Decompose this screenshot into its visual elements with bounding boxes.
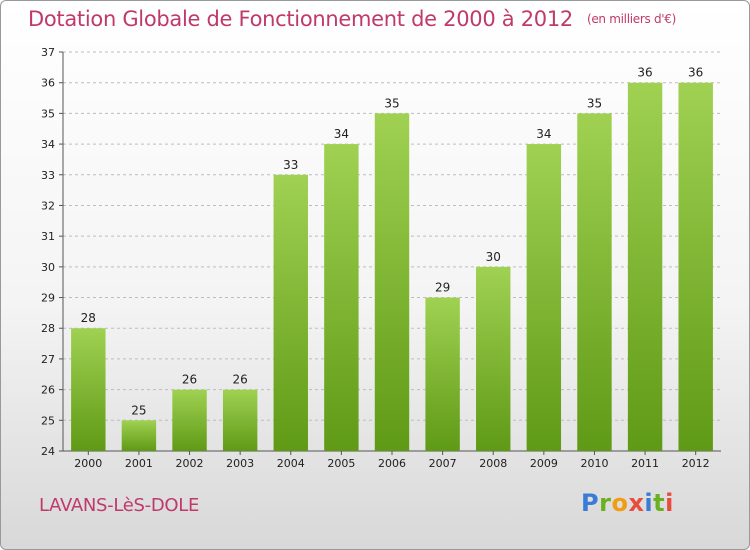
bar	[627, 82, 663, 451]
data-label: 34	[536, 127, 551, 141]
y-tick-label: 33	[41, 169, 55, 182]
chart-title: Dotation Globale de Fonctionnement de 20…	[28, 7, 676, 31]
logo-letter: o	[611, 489, 629, 517]
bar	[273, 174, 308, 451]
data-label: 35	[587, 96, 602, 110]
y-tick-label: 32	[41, 199, 55, 212]
y-tick-label: 24	[41, 445, 55, 458]
data-label: 36	[637, 66, 652, 80]
logo-letter: x	[628, 489, 645, 517]
x-tick-label: 2006	[378, 457, 406, 470]
x-tick-label: 2012	[682, 457, 710, 470]
logo-letter: i	[665, 489, 674, 517]
y-tick-label: 30	[41, 261, 55, 274]
chart-title-text: Dotation Globale de Fonctionnement de 20…	[28, 7, 573, 31]
data-label: 28	[81, 311, 96, 325]
y-tick-label: 26	[41, 384, 55, 397]
x-tick-label: 2005	[327, 457, 355, 470]
data-label: 34	[334, 127, 349, 141]
data-label: 29	[435, 281, 450, 295]
y-tick-label: 28	[41, 322, 55, 335]
bar	[222, 389, 258, 451]
x-tick-label: 2004	[277, 457, 305, 470]
data-label: 33	[283, 158, 298, 172]
bar	[425, 297, 460, 451]
data-label: 30	[486, 250, 501, 264]
bar	[121, 420, 157, 451]
y-tick-label: 27	[41, 353, 55, 366]
x-tick-label: 2001	[125, 457, 153, 470]
data-label: 36	[688, 66, 703, 80]
logo-letter: r	[599, 489, 612, 517]
y-tick-label: 25	[41, 414, 55, 427]
data-label: 25	[131, 403, 146, 417]
logo-letter: i	[644, 489, 654, 517]
bar	[476, 266, 511, 451]
x-tick-label: 2010	[580, 457, 608, 470]
bars	[71, 82, 713, 452]
y-tick-label: 34	[41, 138, 55, 151]
bar	[526, 144, 562, 452]
unit-note: (en milliers d'€)	[586, 12, 676, 26]
x-tick-label: 2011	[631, 457, 659, 470]
bar	[324, 144, 359, 452]
x-tick-label: 2003	[226, 457, 254, 470]
data-label: 35	[384, 96, 399, 110]
bar	[374, 113, 410, 451]
logo-letter: P	[581, 489, 600, 517]
x-tick-label: 2009	[530, 457, 558, 470]
x-tick-label: 2002	[176, 457, 204, 470]
proxiti-logo: Proxiti	[581, 489, 674, 517]
x-tick-label: 2000	[74, 457, 102, 470]
y-tick-label: 31	[41, 230, 55, 243]
y-tick-label: 29	[41, 292, 55, 305]
bar	[71, 328, 106, 451]
bar	[172, 389, 207, 451]
labels: 24 25 26 27 28 29 30 31 32 33 34 35 36 37 28 2000 25 2001…	[41, 46, 710, 470]
data-label: 26	[233, 373, 248, 387]
y-tick-label: 36	[41, 77, 55, 90]
commune-name: LAVANS-LèS-DOLE	[39, 495, 200, 516]
bar	[678, 82, 713, 451]
data-label: 26	[182, 373, 197, 387]
x-tick-label: 2007	[429, 457, 457, 470]
x-tick-label: 2008	[479, 457, 507, 470]
y-tick-label: 37	[41, 46, 55, 59]
bar	[577, 113, 612, 451]
logo-letter: t	[653, 489, 666, 517]
y-tick-label: 35	[41, 107, 55, 120]
